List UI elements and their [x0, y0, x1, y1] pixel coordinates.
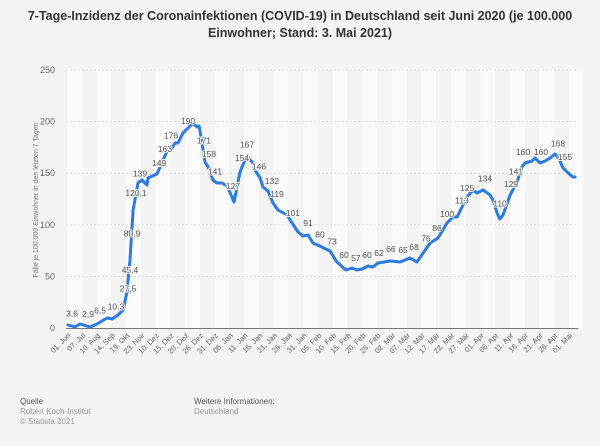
data-label: 100 [440, 209, 454, 219]
data-label: 149 [152, 158, 166, 168]
source-block: Quelle Robert Koch-Institut © Statista 2… [20, 397, 91, 427]
data-label: 134 [478, 174, 492, 184]
data-label: 86 [432, 223, 442, 233]
plot-band [332, 70, 348, 328]
data-label: 60 [362, 250, 372, 260]
data-label: 141 [208, 166, 222, 176]
data-label: 125 [460, 183, 474, 193]
chart-title: 7-Tage-Inzidenz der Coronainfektionen (C… [27, 9, 573, 40]
source-heading: Quelle [20, 397, 44, 406]
data-label: 160 [516, 147, 530, 157]
data-label: 66 [386, 244, 396, 254]
data-label: 91 [303, 218, 313, 228]
data-label: 139 [133, 169, 147, 179]
plot-band [391, 70, 407, 328]
plot-band [480, 70, 496, 328]
data-label: 110 [493, 198, 507, 208]
plot-band [509, 70, 525, 328]
y-tick-label: 50 [45, 271, 55, 281]
plot-bands [67, 70, 584, 328]
plot-band [273, 70, 289, 328]
data-label: 119 [270, 189, 284, 199]
plot-band [450, 70, 466, 328]
data-label: 141 [509, 166, 523, 176]
data-label: 3,6 [66, 308, 78, 318]
data-labels: 3,6 2,9 6,5 10,3 27,5 45,4 80,9 120,1 139 149 163 1… [65, 115, 573, 320]
plot-band [303, 70, 318, 328]
data-label: 171 [197, 136, 211, 146]
y-tick-label: 100 [40, 220, 55, 230]
plot-band [185, 70, 200, 328]
source-link[interactable]: Robert Koch-Institut [20, 407, 91, 416]
plot-band [362, 70, 377, 328]
data-label: 6,5 [94, 305, 106, 315]
data-label: 120,1 [125, 188, 147, 198]
data-label: 163 [158, 144, 172, 154]
data-label: 2,9 [82, 309, 94, 319]
plot-band [539, 70, 555, 328]
data-label: 10,3 [108, 301, 125, 311]
info-heading: Weitere Informationen: [194, 397, 275, 406]
data-label: 62 [374, 248, 384, 258]
y-axis-label: Fälle je 100.000 Einwohner in den letzte… [33, 122, 40, 277]
data-label: 76 [421, 234, 431, 244]
info-region: Deutschland [194, 407, 239, 416]
plot-band [421, 70, 436, 328]
plot-band [155, 70, 171, 328]
data-label: 45,4 [122, 265, 139, 275]
info-block: Weitere Informationen: Deutschland [194, 397, 275, 417]
data-label: 101 [286, 208, 300, 218]
y-tick-label: 200 [40, 117, 55, 127]
data-label: 27,5 [120, 284, 137, 294]
y-tick-label: 150 [40, 168, 55, 178]
plot-band [214, 70, 230, 328]
data-label: 80,9 [124, 229, 141, 239]
data-label: 146 [252, 161, 266, 171]
y-tick-label: 250 [40, 65, 55, 75]
data-label: 80 [315, 229, 325, 239]
plot-band [96, 70, 112, 328]
y-axis-ticks: 0 50 100 150 200 250 [40, 65, 55, 333]
data-label: 68 [409, 242, 419, 252]
data-label: 168 [551, 139, 565, 149]
gridlines [66, 69, 578, 277]
data-label: 160 [534, 147, 548, 157]
data-label: 132 [265, 176, 279, 186]
series-line [66, 122, 577, 329]
data-label: 158 [202, 149, 216, 159]
plot-band [568, 70, 584, 328]
data-label: 190 [181, 116, 195, 126]
data-label: 129 [504, 179, 518, 189]
data-label: 113 [455, 195, 469, 205]
plot-band [67, 70, 82, 328]
data-label: 176 [164, 130, 178, 140]
data-label: 73 [327, 237, 337, 247]
data-label: 127 [226, 181, 240, 191]
data-label: 154 [235, 153, 249, 163]
data-label: 167 [240, 140, 254, 150]
data-label: 60 [339, 250, 349, 260]
y-tick-label: 0 [50, 323, 55, 333]
data-label: 155 [558, 152, 572, 162]
data-label: 57 [351, 253, 361, 263]
data-label: 65 [398, 245, 408, 255]
copyright: © Statista 2021 [20, 417, 75, 426]
plot-band [244, 70, 259, 328]
